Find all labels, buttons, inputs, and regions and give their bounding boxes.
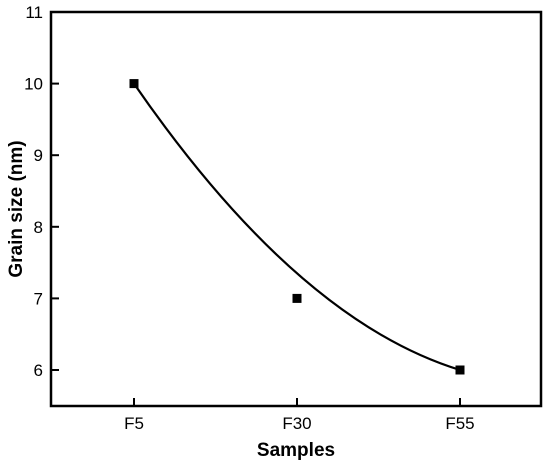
x-tick-label-F55: F55 bbox=[445, 414, 474, 433]
data-points bbox=[129, 79, 465, 375]
x-axis-title: Samples bbox=[257, 440, 335, 461]
fit-curve bbox=[133, 82, 461, 372]
x-axis: F5 F30 F55 bbox=[124, 398, 475, 433]
x-tick-label-F5: F5 bbox=[124, 414, 144, 433]
y-tick-label-6: 6 bbox=[34, 361, 43, 380]
plot-frame bbox=[49, 10, 543, 408]
y-tick-label-9: 9 bbox=[34, 146, 43, 165]
x-tick-label-F30: F30 bbox=[282, 414, 311, 433]
y-tick-label-10: 10 bbox=[24, 75, 43, 94]
y-tick-label-11: 11 bbox=[25, 3, 43, 22]
y-tick-label-7: 7 bbox=[34, 289, 43, 308]
data-point-F5 bbox=[129, 79, 139, 89]
y-tick-label-8: 8 bbox=[34, 218, 43, 237]
y-axis: 6 7 8 9 10 11 bbox=[24, 3, 59, 380]
data-point-F55 bbox=[455, 365, 465, 375]
data-point-F30 bbox=[292, 293, 302, 303]
y-axis-title: Grain size (nm) bbox=[6, 140, 27, 277]
